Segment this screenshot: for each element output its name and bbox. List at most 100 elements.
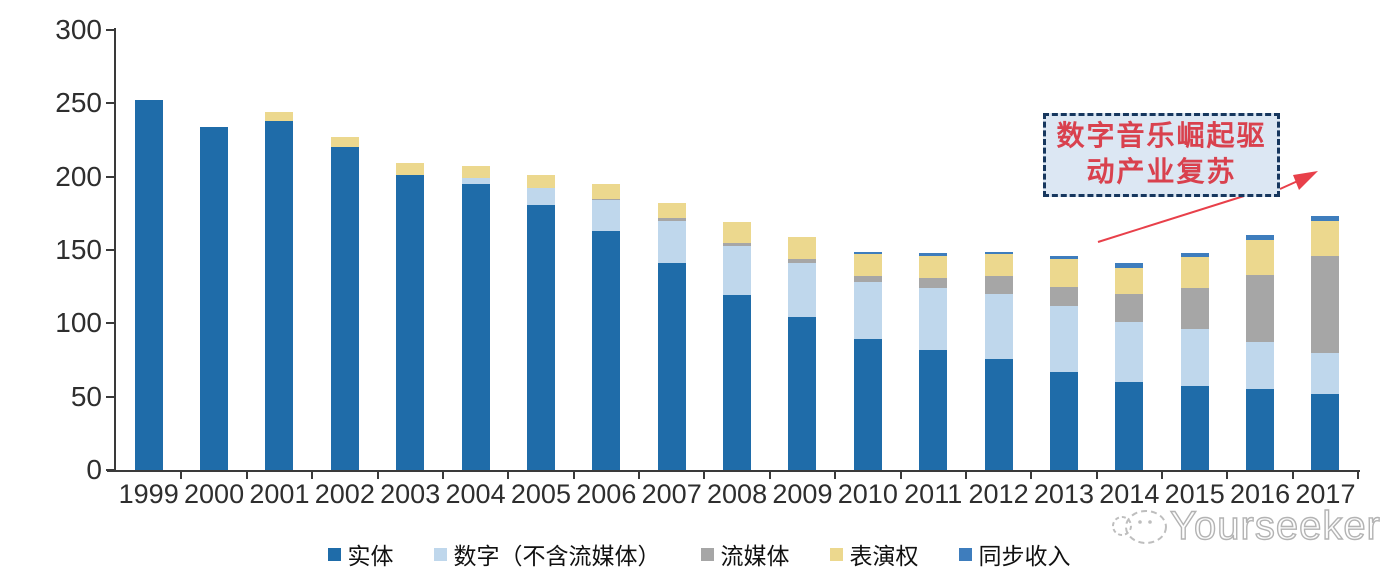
- bar-segment-2014[interactable]: [1115, 382, 1144, 470]
- bar-segment-2016[interactable]: [1246, 389, 1275, 470]
- bar-segment-2009[interactable]: [788, 236, 817, 259]
- bar-segment-2010[interactable]: [853, 282, 882, 340]
- bar-segment-2012[interactable]: [984, 294, 1013, 359]
- legend-item[interactable]: 流媒体: [700, 537, 790, 571]
- bar-segment-2011[interactable]: [919, 252, 948, 256]
- bar-segment-2012[interactable]: [984, 276, 1013, 295]
- bar-segment-2015[interactable]: [1180, 329, 1209, 387]
- bar-segment-2013[interactable]: [1049, 286, 1078, 306]
- bar-segment-2008[interactable]: [723, 245, 752, 296]
- bar-segment-2016[interactable]: [1246, 274, 1275, 343]
- bar-segment-2004[interactable]: [461, 178, 490, 184]
- legend-item[interactable]: 表演权: [829, 537, 919, 571]
- bar-segment-2012[interactable]: [984, 358, 1013, 470]
- x-axis-label-2013: 2013: [1033, 479, 1094, 509]
- stacked-bar-2014[interactable]: [1115, 263, 1144, 470]
- bar-segment-2004[interactable]: [461, 184, 490, 470]
- stacked-bar-2016[interactable]: [1246, 235, 1275, 470]
- stacked-bar-2008[interactable]: [723, 222, 752, 470]
- bar-segment-2005[interactable]: [526, 175, 555, 189]
- bar-slot-2013: [1031, 30, 1099, 479]
- bar-segment-2011[interactable]: [919, 277, 948, 289]
- bar-segment-2007[interactable]: [657, 263, 686, 470]
- bar-segment-2014[interactable]: [1115, 267, 1144, 295]
- bar-segment-2007[interactable]: [657, 220, 686, 264]
- bar-slot-2017: [1293, 30, 1360, 479]
- bar-segment-2015[interactable]: [1180, 288, 1209, 330]
- stacked-bar-2009[interactable]: [788, 236, 817, 470]
- bar-segment-2003[interactable]: [396, 175, 425, 470]
- bar-segment-2015[interactable]: [1180, 386, 1209, 470]
- bar-segment-2010[interactable]: [853, 251, 882, 255]
- stacked-bar-2007[interactable]: [657, 203, 686, 470]
- legend-item[interactable]: 实体: [327, 537, 394, 571]
- bar-segment-2004[interactable]: [461, 166, 490, 179]
- bar-segment-2015[interactable]: [1180, 252, 1209, 258]
- bar-segment-2010[interactable]: [853, 254, 882, 277]
- stacked-bar-2000[interactable]: [200, 126, 229, 470]
- bar-segment-2013[interactable]: [1049, 305, 1078, 372]
- bar-segment-2008[interactable]: [723, 242, 752, 246]
- bar-slot-2005: [508, 30, 576, 479]
- bar-segment-2009[interactable]: [788, 263, 817, 318]
- bar-segment-2014[interactable]: [1115, 263, 1144, 268]
- stacked-bar-2004[interactable]: [461, 166, 490, 470]
- bar-segment-2011[interactable]: [919, 255, 948, 278]
- bar-segment-2017[interactable]: [1311, 393, 1340, 470]
- stacked-bar-2002[interactable]: [330, 137, 359, 470]
- bar-segment-2015[interactable]: [1180, 257, 1209, 289]
- bar-segment-2013[interactable]: [1049, 371, 1078, 470]
- bar-segment-2003[interactable]: [396, 163, 425, 176]
- stacked-bar-2003[interactable]: [396, 163, 425, 470]
- bar-segment-2013[interactable]: [1049, 258, 1078, 287]
- bar-segment-2006[interactable]: [592, 230, 621, 470]
- bar-segment-2017[interactable]: [1311, 255, 1340, 353]
- bar-segment-2016[interactable]: [1246, 239, 1275, 275]
- bar-segment-2006[interactable]: [592, 184, 621, 199]
- bar-segment-2012[interactable]: [984, 251, 1013, 255]
- bar-segment-2010[interactable]: [853, 339, 882, 470]
- stacked-bar-2001[interactable]: [265, 112, 294, 470]
- stacked-bar-2013[interactable]: [1049, 255, 1078, 470]
- bar-segment-2011[interactable]: [919, 288, 948, 350]
- bar-segment-2011[interactable]: [919, 349, 948, 470]
- bar-segment-2017[interactable]: [1311, 220, 1340, 256]
- bar-segment-2008[interactable]: [723, 295, 752, 470]
- bar-segment-1999[interactable]: [134, 100, 163, 470]
- bar-segment-2012[interactable]: [984, 254, 1013, 277]
- stacked-bar-2005[interactable]: [526, 175, 555, 470]
- stacked-bar-2012[interactable]: [984, 251, 1013, 470]
- stacked-bar-2015[interactable]: [1180, 252, 1209, 470]
- legend-item[interactable]: 同步收入: [958, 537, 1071, 571]
- bar-segment-2006[interactable]: [592, 200, 621, 231]
- bar-segment-2001[interactable]: [265, 120, 294, 470]
- bar-segment-2014[interactable]: [1115, 294, 1144, 322]
- bar-segment-2005[interactable]: [526, 188, 555, 205]
- stacked-bar-2017[interactable]: [1311, 216, 1340, 470]
- bar-segment-2002[interactable]: [330, 147, 359, 470]
- bar-segment-2016[interactable]: [1246, 342, 1275, 390]
- bar-segment-2017[interactable]: [1311, 352, 1340, 394]
- bar-segment-2013[interactable]: [1049, 255, 1078, 259]
- legend-item[interactable]: 数字（不含流媒体）: [433, 537, 661, 571]
- stacked-bar-2010[interactable]: [853, 251, 882, 470]
- bar-segment-2007[interactable]: [657, 203, 686, 218]
- bar-segment-2005[interactable]: [526, 204, 555, 470]
- bar-segment-2007[interactable]: [657, 217, 686, 221]
- bar-segment-2008[interactable]: [723, 222, 752, 243]
- bar-segment-2000[interactable]: [200, 126, 229, 470]
- stacked-bar-1999[interactable]: [134, 100, 163, 470]
- bar-segment-2017[interactable]: [1311, 216, 1340, 221]
- bar-segment-2014[interactable]: [1115, 321, 1144, 382]
- bar-segment-2001[interactable]: [265, 112, 294, 121]
- stacked-bar-2006[interactable]: [592, 184, 621, 470]
- bar-segment-2010[interactable]: [853, 276, 882, 283]
- bar-slot-2010: [835, 30, 902, 479]
- bar-segment-2009[interactable]: [788, 258, 817, 264]
- bar-segment-2009[interactable]: [788, 317, 817, 470]
- stacked-bar-2011[interactable]: [919, 252, 948, 470]
- bar-segment-2006[interactable]: [592, 198, 621, 201]
- x-axis-label-2008: 2008: [707, 479, 768, 509]
- bar-segment-2002[interactable]: [330, 137, 359, 148]
- bar-segment-2016[interactable]: [1246, 235, 1275, 240]
